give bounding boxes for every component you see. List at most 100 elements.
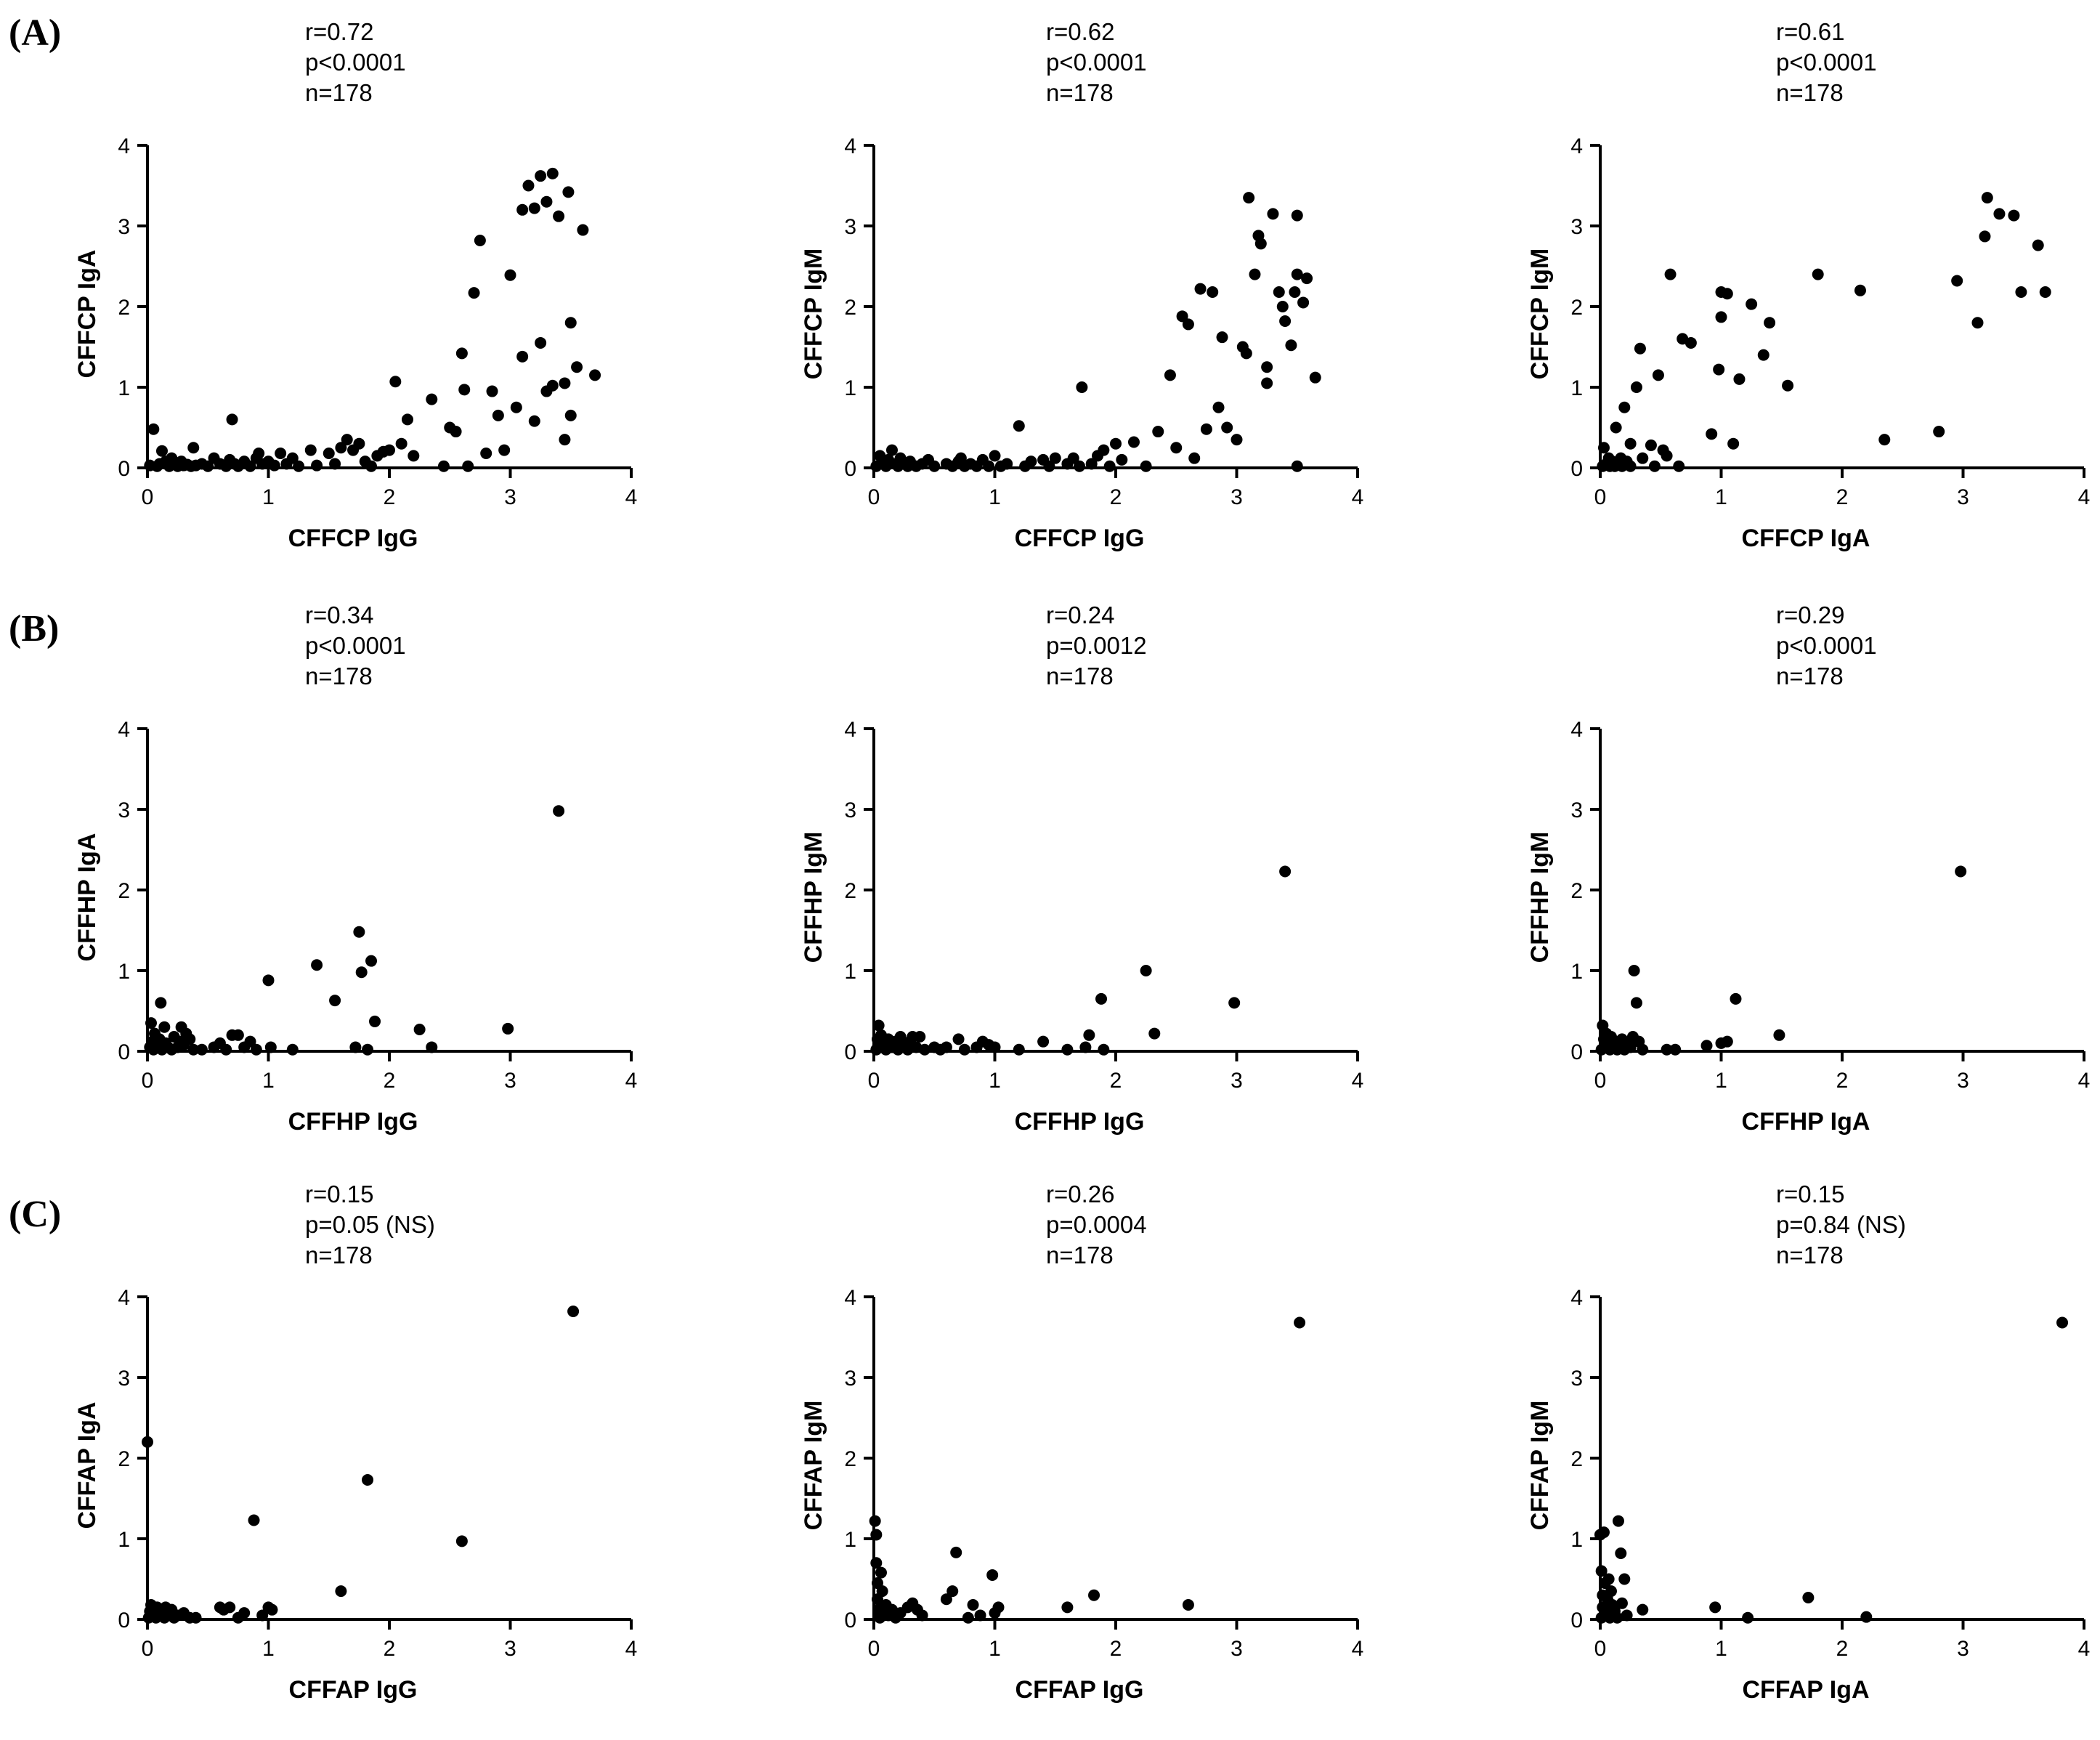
data-point — [1595, 1565, 1608, 1577]
data-point — [1103, 460, 1116, 472]
y-tick-label: 0 — [844, 457, 856, 481]
stat-line: n=178 — [1776, 79, 1844, 106]
data-point — [262, 974, 275, 987]
data-point — [870, 1529, 883, 1541]
y-tick-label: 0 — [1570, 1040, 1583, 1064]
data-point — [1025, 456, 1037, 468]
data-point — [335, 442, 347, 454]
data-point — [918, 1043, 931, 1056]
data-point — [202, 460, 214, 472]
y-tick-label: 3 — [1570, 798, 1583, 822]
data-point — [1645, 439, 1657, 451]
x-axis-title: CFFAP IgG — [1015, 1676, 1144, 1704]
y-tick-label: 0 — [118, 457, 130, 481]
data-point — [1231, 434, 1243, 446]
data-point — [1140, 965, 1152, 976]
y-tick-label: 3 — [844, 1367, 856, 1391]
y-tick-label: 4 — [1570, 1286, 1583, 1310]
x-tick-label: 2 — [1110, 1637, 1122, 1661]
x-axis-title: CFFCP IgG — [288, 525, 418, 552]
data-point — [365, 460, 378, 472]
data-point — [2056, 1316, 2069, 1329]
stat-line: r=0.61 — [1776, 18, 1845, 45]
x-tick-label: 1 — [1715, 485, 1727, 509]
data-point — [355, 966, 368, 979]
data-point — [1685, 336, 1697, 349]
data-point — [264, 1041, 277, 1053]
data-point — [462, 460, 474, 472]
y-tick-label: 3 — [844, 798, 856, 822]
data-point — [1164, 369, 1176, 381]
stat-line: n=178 — [305, 1242, 373, 1268]
y-tick-label: 2 — [118, 1447, 130, 1471]
data-point — [1297, 296, 1310, 309]
data-point — [1634, 342, 1646, 355]
data-point — [1993, 208, 2006, 220]
stat-line: n=178 — [1776, 1242, 1844, 1268]
data-point — [362, 1043, 374, 1056]
data-point — [304, 444, 317, 456]
data-point — [1618, 1573, 1631, 1585]
y-tick-label: 2 — [844, 296, 856, 320]
x-tick-label: 2 — [1110, 1069, 1122, 1093]
data-point — [2015, 286, 2027, 299]
data-point — [1605, 1585, 1617, 1598]
scatter-plot-8: r=0.26 p=0.0004 n=178 0 1 2 3 4 0 1 2 3 4 CFFAP IgG CF… — [800, 1181, 1363, 1704]
data-point — [1812, 268, 1824, 280]
y-tick-label: 1 — [1570, 376, 1583, 400]
x-tick-label: 4 — [1352, 1637, 1364, 1661]
data-point — [1971, 317, 1984, 329]
data-point — [869, 1515, 881, 1527]
stat-line: p=0.0004 — [1046, 1211, 1147, 1238]
stat-line: n=178 — [1046, 1242, 1114, 1268]
data-point — [480, 448, 492, 460]
data-point — [553, 210, 565, 222]
data-point — [516, 203, 529, 216]
x-tick-label: 2 — [384, 1637, 396, 1661]
data-point — [155, 997, 167, 1009]
data-point — [1001, 458, 1013, 470]
data-point — [190, 1611, 202, 1624]
data-point — [2008, 209, 2020, 222]
data-point — [983, 460, 995, 472]
data-point — [567, 1305, 580, 1317]
data-point — [437, 460, 450, 472]
x-axis-title: CFFHP IgG — [288, 1108, 418, 1136]
y-axis-title: CFFHP IgM — [1526, 832, 1554, 963]
data-point — [147, 423, 160, 435]
y-tick-label: 1 — [118, 1528, 130, 1552]
data-point — [535, 170, 547, 182]
data-point — [1228, 997, 1241, 1009]
y-tick-label: 0 — [844, 1040, 856, 1064]
data-point — [187, 1043, 200, 1056]
data-point — [986, 1569, 999, 1581]
y-tick-label: 0 — [1570, 1609, 1583, 1632]
data-point — [553, 805, 565, 817]
data-point — [1757, 349, 1769, 361]
data-point — [1207, 286, 1219, 299]
data-point — [571, 361, 583, 373]
data-point — [1700, 1040, 1713, 1052]
scatter-plot-7: r=0.15 p=0.05 (NS) n=178 0 1 2 3 4 0 1 2 3 4 CFFAP Ig… — [73, 1181, 637, 1704]
x-tick-label: 4 — [1352, 485, 1364, 509]
x-tick-label: 1 — [989, 1637, 1001, 1661]
data-point — [967, 1599, 979, 1611]
x-tick-label: 2 — [384, 485, 396, 509]
y-axis-title: CFFAP IgM — [1526, 1401, 1554, 1531]
x-tick-label: 0 — [142, 1637, 154, 1661]
data-point — [353, 437, 365, 450]
data-point — [195, 1043, 208, 1056]
x-tick-label: 4 — [625, 1637, 638, 1661]
data-point — [577, 224, 589, 236]
data-point — [1074, 460, 1086, 472]
scatter-plot-1: r=0.72 p<0.0001 n=178 0 1 2 3 4 0 1 2 3 4 CFFCP IgG CF… — [73, 18, 637, 552]
y-tick-label: 1 — [1570, 1528, 1583, 1552]
data-point — [1085, 458, 1098, 470]
data-point — [1110, 437, 1122, 450]
data-point — [244, 1035, 256, 1048]
data-point — [2039, 286, 2051, 299]
data-point — [329, 995, 341, 1007]
data-point — [1037, 1035, 1050, 1048]
stat-line: r=0.29 — [1776, 602, 1845, 628]
